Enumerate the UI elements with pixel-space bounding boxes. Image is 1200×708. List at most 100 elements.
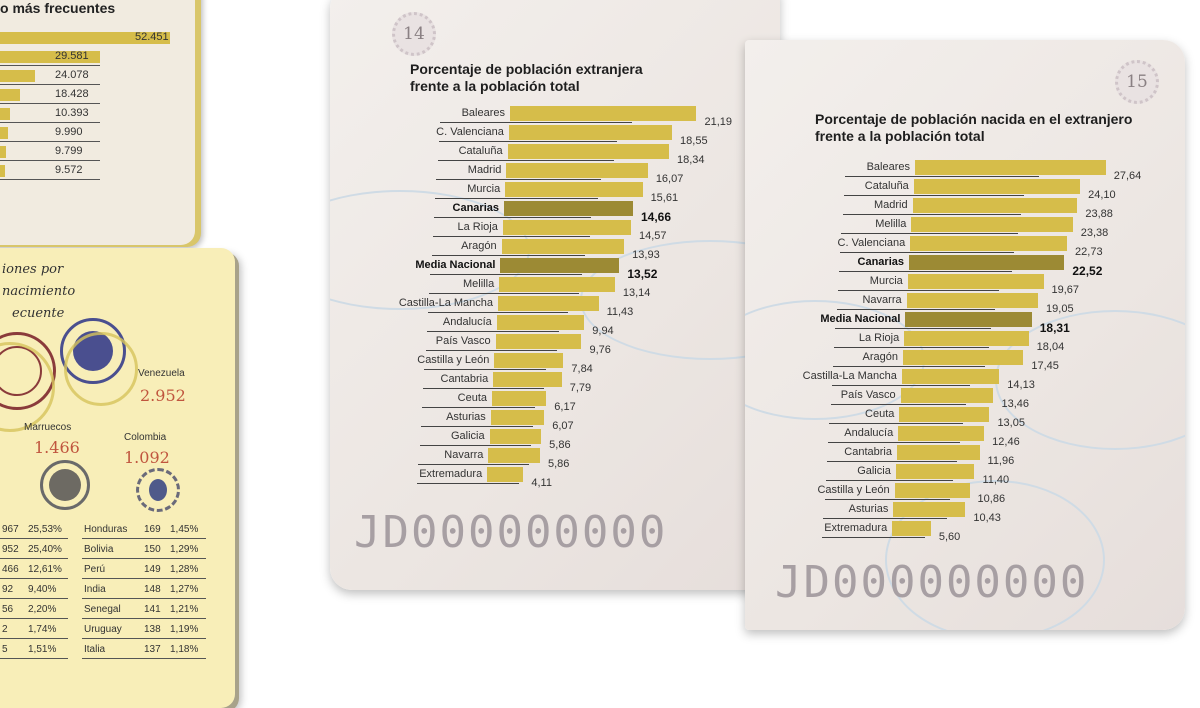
top-card-rule: [0, 103, 100, 104]
bar: [496, 315, 585, 330]
bar-label: Andalucía: [844, 427, 894, 439]
bar-label: Navarra: [862, 294, 902, 306]
bar: [494, 353, 564, 368]
bar: [905, 312, 1032, 327]
bar-label: Media Nacional: [415, 259, 496, 271]
bar: [912, 198, 1078, 213]
table-count: 138: [144, 624, 161, 635]
bar-value: 6,17: [554, 401, 576, 413]
bar-value: 10,86: [977, 493, 1006, 505]
table-country: Honduras: [84, 524, 128, 535]
bar-value: 15,61: [650, 192, 679, 204]
bar-value: 12,46: [992, 436, 1020, 448]
table-row: Bolivia 150 1,29%: [82, 540, 206, 559]
table-pct: 1,29%: [170, 544, 199, 555]
bar-label: Murcia: [467, 183, 501, 195]
table-pct: 25,53%: [28, 524, 62, 535]
top-card-value: 52.451: [135, 31, 169, 43]
bar-value: 18,55: [680, 135, 708, 147]
bar-value: 13,46: [1001, 398, 1029, 410]
bar-value: 21,19: [704, 116, 732, 128]
bottom-card: iones por nacimiento ecuente Venezuela 2…: [0, 248, 235, 708]
bar-label: Aragón: [461, 240, 497, 252]
bar: [906, 293, 1039, 308]
bar-rule: [824, 499, 950, 500]
bar-value: 22,52: [1072, 264, 1103, 278]
bar: [904, 331, 1029, 346]
bar-value: 18,34: [676, 154, 705, 166]
bar: [892, 521, 931, 536]
bar-value: 9,76: [589, 344, 611, 356]
table-count: 148: [144, 584, 161, 595]
bar: [910, 236, 1068, 251]
serial-number-right: JD000000000: [775, 557, 1089, 608]
bar-value: 13,52: [627, 267, 658, 281]
bar: [493, 372, 562, 387]
bar-label: Madrid: [873, 199, 908, 211]
bar-rule: [424, 369, 546, 370]
table-row: 56 2,20%: [0, 600, 68, 619]
table-pct: 1,74%: [28, 624, 57, 635]
bar-value: 10,43: [973, 512, 1001, 524]
bar: [907, 274, 1044, 289]
bar-rule: [437, 160, 615, 161]
bar-value: 13,14: [622, 287, 651, 299]
bar-rule: [823, 518, 947, 519]
bar-rule: [434, 217, 592, 218]
stamp-ring: [64, 332, 138, 406]
table-row: Italia 137 1,18%: [82, 640, 206, 659]
bar-value: 23,88: [1085, 208, 1113, 220]
marruecos-value: 1.466: [34, 438, 80, 457]
table-country: Uruguay: [84, 624, 122, 635]
bar-rule: [417, 483, 519, 484]
colombia-map-icon: [149, 479, 167, 501]
bar: [495, 334, 582, 349]
bar: [911, 217, 1073, 232]
table-row: Uruguay 138 1,19%: [82, 620, 206, 639]
top-card-bar: [0, 89, 20, 101]
bar-value: 11,96: [987, 455, 1015, 467]
bar-rule: [837, 290, 1000, 291]
bar-rule: [440, 122, 632, 123]
bar-label: Melilla: [875, 218, 907, 230]
bar-rule: [842, 214, 1022, 215]
chart-title-line-2: frente a la población total: [815, 128, 985, 144]
table-pct: 1,28%: [170, 564, 199, 575]
bar: [488, 448, 540, 463]
bar-label: Castilla-La Mancha: [398, 297, 493, 309]
bar-label: La Rioja: [858, 332, 900, 344]
top-card-value: 10.393: [55, 107, 89, 119]
bar-label: Baleares: [866, 161, 910, 173]
table-row: 466 12,61%: [0, 560, 68, 579]
top-card-rule: [0, 84, 100, 85]
bar-rule: [841, 233, 1019, 234]
bar-label: Cantabria: [440, 373, 489, 385]
bar-rule: [833, 366, 986, 367]
bar-value: 11,40: [982, 474, 1010, 486]
bar-rule: [430, 274, 582, 275]
bar-label: Cataluña: [458, 145, 503, 157]
bar-rule: [836, 309, 996, 310]
bar-label: País Vasco: [840, 389, 896, 401]
top-card-bar: [0, 127, 8, 139]
table-count: 141: [144, 604, 161, 615]
bar-label: Asturias: [446, 411, 486, 423]
table-count: 466: [2, 564, 19, 575]
bar-label: Extremadura: [419, 468, 483, 480]
bar: [505, 182, 643, 197]
top-card-value: 29.581: [55, 50, 89, 62]
bar-label: Andalucía: [442, 316, 492, 328]
table-pct: 1,21%: [170, 604, 199, 615]
bar: [489, 429, 542, 444]
top-card-bar: [0, 51, 100, 63]
bar-rule: [418, 464, 530, 465]
table-count: 149: [144, 564, 161, 575]
table-country: India: [84, 584, 106, 595]
top-card-value: 9.990: [55, 126, 83, 138]
bar-label: Baleares: [461, 107, 505, 119]
chart-title-line-2: frente a la población total: [410, 78, 580, 94]
table-pct: 2,20%: [28, 604, 57, 615]
bar-rule: [438, 141, 617, 142]
bar-value: 18,31: [1039, 321, 1070, 335]
bar-rule: [840, 252, 1015, 253]
